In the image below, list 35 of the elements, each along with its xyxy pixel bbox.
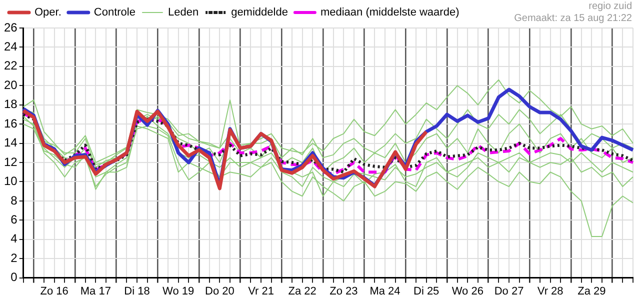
x-tick-label: Do 27	[494, 285, 524, 298]
text: Gemaakt: za 15 aug 21:22	[514, 12, 632, 24]
x-tick-label: Di 25	[413, 285, 440, 298]
x-tick-label: Ma 17	[80, 285, 111, 298]
x-tick-label: Ma 24	[370, 285, 400, 298]
y-tick-label: 4	[10, 232, 18, 246]
x-tick-label: Zo 16	[40, 285, 68, 298]
x-tick-label: Zo 23	[330, 285, 358, 298]
y-tick-label: 16	[4, 116, 18, 130]
x-tick-label: Wo 26	[452, 285, 484, 298]
y-tick-label: 6	[10, 212, 18, 226]
x-tick-label: Do 20	[204, 285, 234, 298]
x-tick-label: Vr 28	[537, 285, 564, 298]
y-tick-label: 12	[4, 154, 18, 169]
legend-label: gemiddelde	[231, 6, 288, 19]
y-tick-label: 10	[4, 174, 18, 188]
y-tick-label: 20	[4, 78, 18, 92]
legend-label: mediaan (middelste waarde)	[320, 6, 460, 19]
legend-label: Oper.	[34, 6, 62, 19]
x-tick-label: Za 29	[578, 285, 606, 298]
y-tick-label: 24	[4, 40, 18, 54]
y-tick-label: 2	[10, 250, 18, 265]
x-tick-label: Di 18	[124, 285, 150, 298]
x-tick-label: Za 22	[288, 285, 316, 298]
y-tick-label: 22	[4, 58, 18, 73]
x-tick-label: Wo 19	[162, 285, 194, 298]
legend-label: Leden	[168, 6, 199, 19]
y-tick-label: 0	[10, 270, 18, 284]
x-tick-label: Vr 21	[248, 285, 274, 298]
y-tick-label: 14	[4, 136, 18, 150]
y-tick-label: 8	[10, 193, 18, 208]
legend-label: Controle	[94, 6, 136, 19]
y-tick-label: 18	[4, 97, 18, 112]
text: regio zuid	[588, 0, 632, 12]
y-tick-label: 26	[4, 20, 18, 34]
